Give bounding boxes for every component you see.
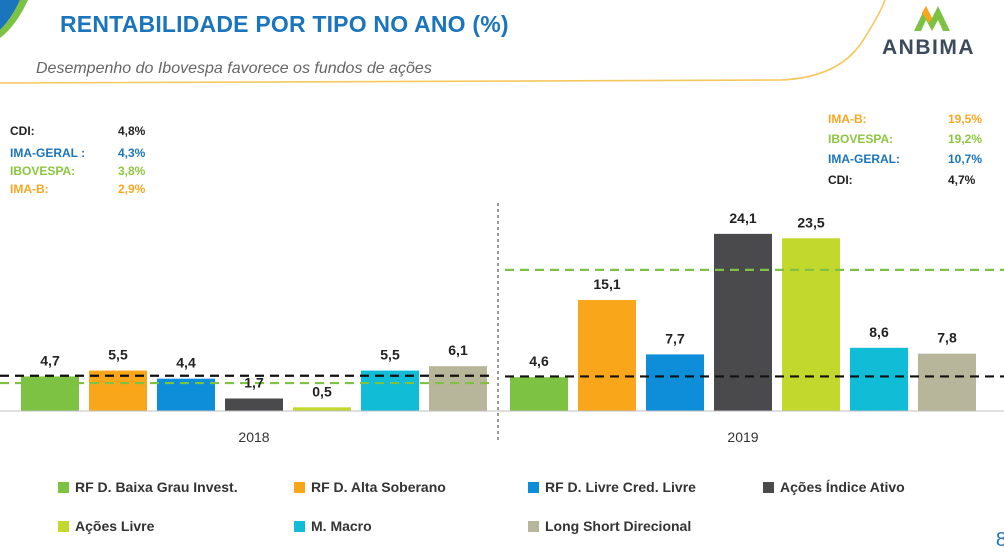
x-tick-label: 2019 — [727, 429, 758, 445]
bar-chart: 4,7 4,6 5,5 15,1 4,4 7,7 1,7 24,1 0,5 23,5 5,5 8,6 6… — [0, 203, 1004, 445]
ref-value: 4,3% — [118, 146, 146, 160]
legend-label: Long Short Direcional — [545, 518, 692, 534]
data-label: 4,6 — [529, 353, 549, 369]
bar-2018-7 — [429, 366, 487, 411]
bar-2018-4 — [225, 398, 283, 411]
bar-2019-3 — [646, 354, 704, 411]
corner-swoosh-blue — [0, 0, 20, 30]
header-arc — [0, 0, 886, 84]
legend-swatch — [58, 482, 69, 493]
legend-item-long-short: Long Short Direcional — [528, 518, 691, 534]
data-label: 0,5 — [312, 383, 332, 399]
legend-swatch — [58, 521, 69, 532]
legend-label: RF D. Alta Soberano — [311, 479, 446, 495]
legend-label: RF D. Baixa Grau Invest. — [75, 479, 238, 495]
brand-name: ANBIMA — [882, 36, 975, 59]
page-title: RENTABILIDADE POR TIPO NO ANO (%) — [60, 11, 509, 37]
bar-2018-6 — [361, 370, 419, 411]
corner-swoosh-green — [0, 0, 28, 38]
chart-reference-lines — [0, 268, 1004, 385]
bar-2018-5 — [293, 407, 351, 411]
data-label: 8,6 — [869, 324, 889, 340]
bar-2019-4 — [714, 233, 772, 411]
data-label: 1,7 — [244, 375, 264, 391]
legend-item-acoes-livre: Ações Livre — [58, 518, 154, 534]
data-label: 15,1 — [593, 276, 620, 292]
data-label: 5,5 — [108, 347, 128, 363]
ref-row-ima-geral: IMA-GERAL : 4,3% — [10, 146, 145, 160]
chart-bars — [21, 233, 976, 411]
page-number: 8 — [995, 529, 1004, 551]
legend-swatch — [528, 482, 539, 493]
legend-label: Ações Livre — [75, 518, 155, 534]
data-label: 7,8 — [937, 330, 957, 346]
ref-label: IBOVESPA: — [10, 164, 76, 178]
legend-item-rf-livre-cred: RF D. Livre Cred. Livre — [528, 479, 696, 495]
page-subtitle: Desempenho do Ibovespa favorece os fundo… — [36, 60, 432, 77]
data-label: 5,5 — [380, 347, 400, 363]
ref-label: IBOVESPA: — [828, 132, 894, 146]
chart-data-labels: 4,7 4,6 5,5 15,1 4,4 7,7 1,7 24,1 0,5 23,5 5,5 8,6 6… — [40, 210, 957, 399]
legend-swatch — [528, 521, 539, 532]
data-label: 7,7 — [665, 330, 685, 346]
ref-label: IMA-GERAL: — [828, 152, 900, 166]
bar-2019-1 — [510, 377, 568, 411]
reference-box-2018: CDI: 4,8% IMA-GERAL : 4,3% IBOVESPA: 3,8… — [10, 124, 170, 204]
bar-2019-6 — [850, 347, 908, 411]
legend-swatch — [294, 482, 305, 493]
legend-label: RF D. Livre Cred. Livre — [545, 479, 696, 495]
ref-row-ibovespa: IBOVESPA: 19,2% — [828, 132, 982, 146]
bar-2019-2 — [578, 300, 636, 411]
ref-value: 4,8% — [118, 124, 146, 138]
ref-label: CDI: — [10, 124, 35, 138]
reference-box-2019: IMA-B: 19,5% IBOVESPA: 19,2% IMA-GERAL: … — [828, 112, 998, 192]
ref-value: 19,5% — [948, 112, 983, 126]
ref-row-ima-b: IMA-B: 2,9% — [10, 182, 145, 196]
ref-row-ibovespa: IBOVESPA: 3,8% — [10, 164, 145, 178]
ref-row-cdi: CDI: 4,7% — [828, 173, 975, 187]
anbima-logo-icon — [914, 6, 950, 31]
legend-item-acoes-indice-ativo: Ações Índice Ativo — [763, 479, 905, 495]
bar-2018-2 — [89, 370, 147, 411]
data-label: 4,4 — [176, 355, 196, 371]
bar-2019-5 — [782, 238, 840, 411]
ref-row-ima-b: IMA-B: 19,5% — [828, 112, 982, 126]
data-label: 24,1 — [729, 210, 756, 226]
ref-label: IMA-B: — [828, 112, 867, 126]
ref-value: 4,7% — [948, 173, 976, 187]
ref-value: 3,8% — [118, 164, 146, 178]
x-axis-ticks: 2018 2019 — [238, 429, 758, 445]
legend-label: M. Macro — [311, 518, 372, 534]
ref-row-cdi: CDI: 4,8% — [10, 124, 145, 138]
legend-item-rf-baixa-grau: RF D. Baixa Grau Invest. — [58, 479, 238, 495]
header-decoration — [0, 0, 950, 84]
bar-2018-1 — [21, 376, 79, 411]
legend-item-rf-alta-soberano: RF D. Alta Soberano — [294, 479, 446, 495]
data-label: 4,7 — [40, 352, 60, 368]
ref-label: IMA-B: — [10, 182, 49, 196]
ref-row-ima-geral: IMA-GERAL: 10,7% — [828, 152, 982, 166]
x-tick-label: 2018 — [238, 429, 269, 445]
legend-item-m-macro: M. Macro — [294, 518, 372, 534]
ref-label: CDI: — [828, 173, 853, 187]
bar-2019-7 — [918, 353, 976, 411]
ref-label: IMA-GERAL : — [10, 146, 86, 160]
legend-label: Ações Índice Ativo — [780, 479, 905, 495]
ref-value: 19,2% — [948, 132, 983, 146]
legend-swatch — [294, 521, 305, 532]
ref-value: 10,7% — [948, 152, 983, 166]
data-label: 23,5 — [797, 214, 824, 230]
data-label: 6,1 — [448, 342, 468, 358]
ref-value: 2,9% — [118, 182, 146, 196]
legend-swatch — [763, 482, 774, 493]
